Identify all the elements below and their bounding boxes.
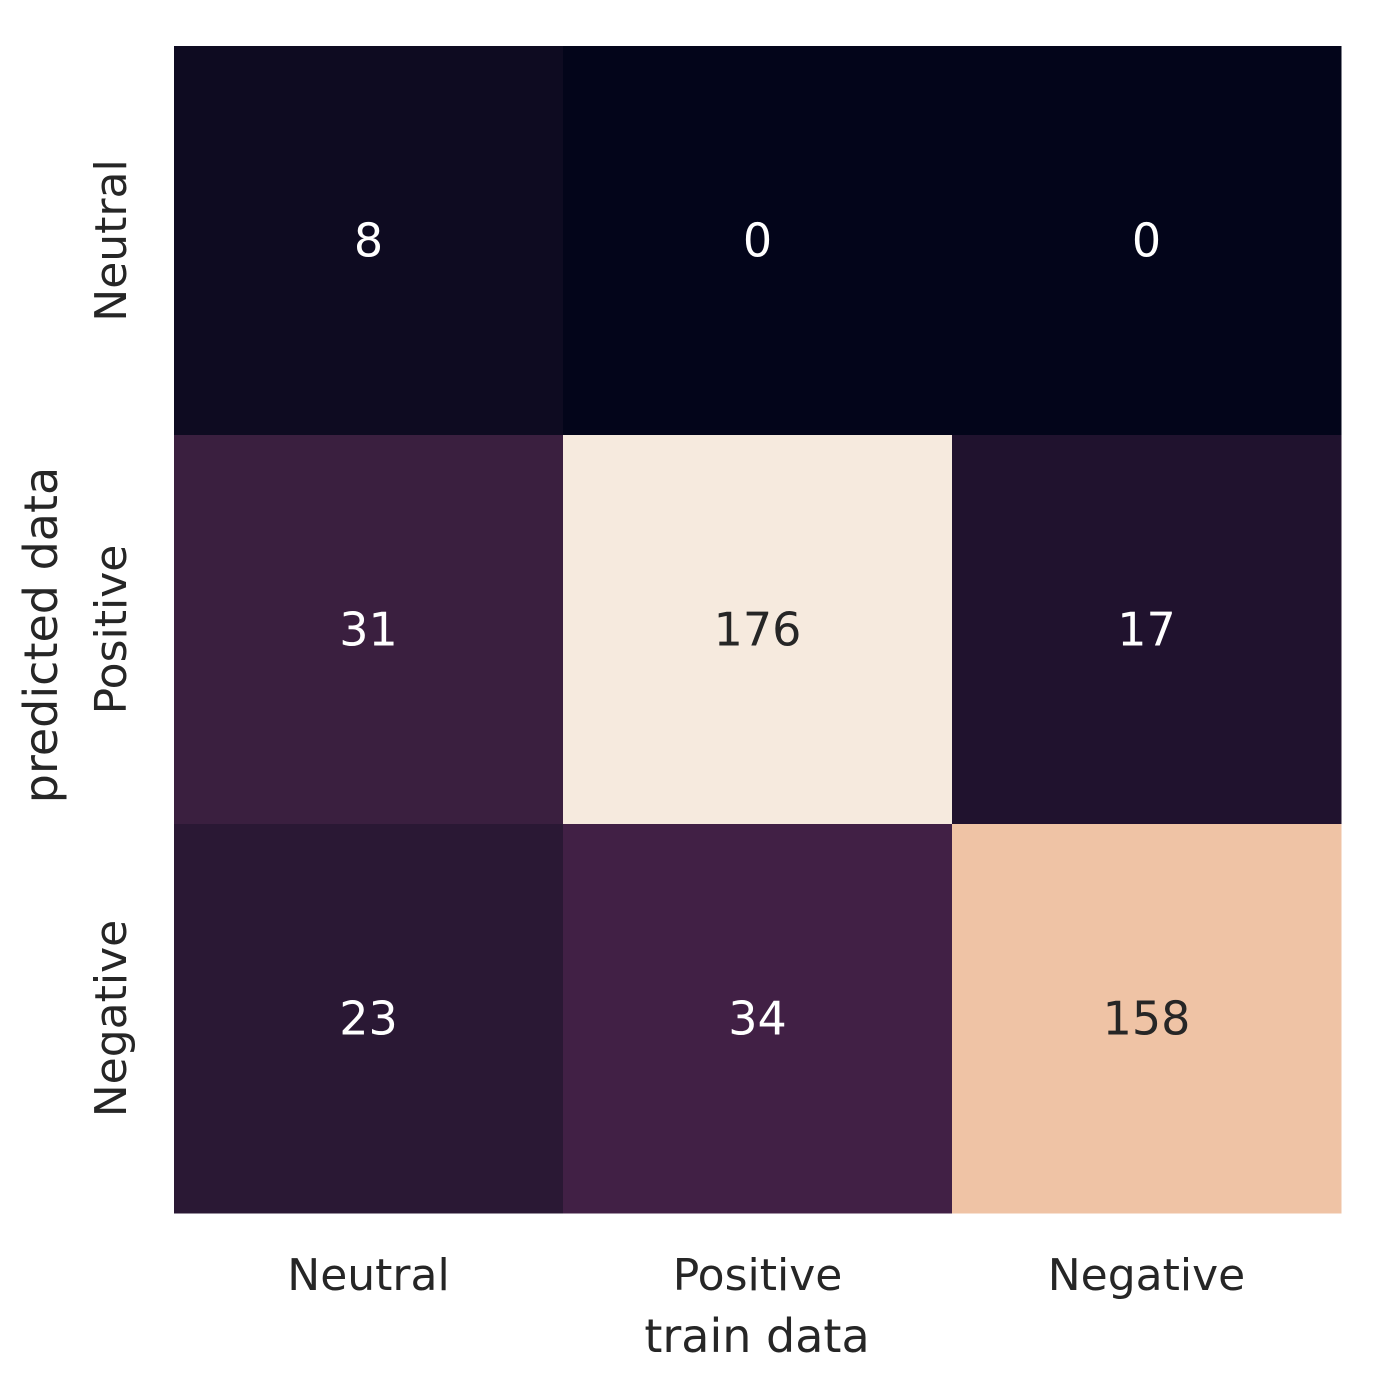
cell-value-r0-c2: 0: [1132, 214, 1161, 268]
y-tick-label-neutral: Neutral: [86, 159, 137, 321]
heatmap-cell-r2-c0: [174, 824, 564, 1214]
cell-annotations: 8 0 0 31 176 17 23 34 158: [339, 214, 1190, 1046]
cell-value-r1-c2: 17: [1117, 603, 1176, 657]
heatmap-cells: [174, 46, 1342, 1214]
x-axis-label: train data: [644, 1309, 869, 1363]
heatmap-cell-r1-c0: [174, 435, 564, 825]
heatmap-cell-r2-c1: [563, 824, 953, 1214]
heatmap-cell-r0-c0: [174, 46, 564, 436]
cell-value-r2-c0: 23: [339, 992, 398, 1046]
heatmap-cell-r2-c2: [952, 824, 1342, 1214]
y-tick-label-positive: Positive: [86, 545, 137, 715]
cell-value-r2-c1: 34: [728, 992, 787, 1046]
x-tick-label-negative: Negative: [1048, 1250, 1245, 1301]
heatmap-cell-r0-c2: [952, 46, 1342, 436]
y-tick-labels: Neutral Positive Negative: [86, 159, 137, 1117]
y-tick-label-negative: Negative: [86, 920, 137, 1117]
heatmap-cell-r0-c1: [563, 46, 953, 436]
cell-value-r0-c1: 0: [743, 214, 772, 268]
y-axis-label: predicted data: [14, 467, 68, 803]
x-tick-labels: Neutral Positive Negative: [287, 1250, 1245, 1301]
cell-value-r2-c2: 158: [1103, 992, 1191, 1046]
cell-value-r0-c0: 8: [354, 214, 383, 268]
x-tick-label-positive: Positive: [673, 1250, 843, 1301]
cell-value-r1-c0: 31: [339, 603, 398, 657]
heatmap-cell-r1-c1: [563, 435, 953, 825]
x-tick-label-neutral: Neutral: [287, 1250, 449, 1301]
heatmap-cell-r1-c2: [952, 435, 1342, 825]
cell-value-r1-c1: 176: [714, 603, 802, 657]
